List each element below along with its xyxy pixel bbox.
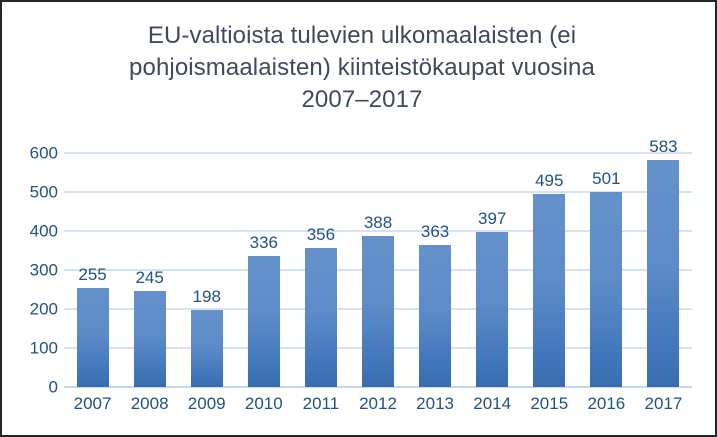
y-axis-tick-label: 600 (29, 143, 58, 163)
x-axis-tick-label: 2016 (587, 394, 626, 413)
bar-value-label: 336 (249, 232, 278, 252)
x-axis-tick-label: 2017 (644, 394, 683, 413)
bar[interactable] (304, 248, 337, 387)
axis-baseline (64, 386, 692, 388)
x-axis-tick-label: 2012 (359, 394, 397, 413)
x-axis-tick-label: 2007 (73, 394, 112, 413)
x-axis-tick-labels: 2007 2008 2009 2010 2011 2012 2013 2014 2015 2016… (64, 395, 692, 421)
bar[interactable] (590, 191, 623, 387)
bar[interactable] (133, 291, 166, 387)
y-axis-tick-label: 500 (29, 182, 58, 202)
bar-value-label: 397 (477, 209, 507, 229)
bar-value-label: 356 (306, 225, 336, 245)
bar[interactable] (647, 159, 680, 387)
y-axis-tick-label: 200 (29, 299, 58, 319)
chart-title: EU-valtioista tulevien ulkomaalaisten (e… (129, 22, 595, 113)
x-axis-tick-label: 2015 (530, 394, 569, 413)
x-axis-tick-label: 2010 (244, 394, 283, 413)
y-axis-tick-labels: 0 100 200 300 400 500 600 (2, 145, 58, 396)
y-axis-tick-label: 400 (29, 221, 58, 241)
bar[interactable] (362, 235, 394, 387)
y-axis-tick-label: 100 (29, 338, 58, 358)
x-axis-tick-label: 2014 (473, 394, 512, 413)
gridline (64, 230, 692, 232)
x-axis-tick-label: 2011 (302, 394, 340, 413)
bar[interactable] (76, 287, 109, 387)
bar-value-label: 388 (363, 212, 393, 232)
bar-value-label: 583 (649, 136, 678, 156)
bar[interactable] (419, 245, 452, 387)
bars-layer: 255 245 198 336 356 388 363 397 495 501 583 (64, 138, 692, 387)
bar-value-label: 363 (420, 222, 450, 242)
bar[interactable] (476, 232, 509, 387)
bar[interactable] (533, 193, 566, 387)
x-axis-tick-label: 2009 (187, 394, 226, 413)
bar-value-label: 245 (135, 268, 164, 288)
bar-value-label: 495 (535, 170, 564, 190)
y-axis-tick-label: 0 (48, 377, 58, 397)
bar-value-label: 501 (592, 168, 621, 188)
bar-value-label: 255 (78, 264, 107, 284)
y-axis-tick-label: 300 (29, 260, 58, 280)
bar[interactable] (190, 309, 223, 387)
bar-value-label: 198 (192, 286, 221, 306)
gridline (64, 152, 692, 154)
x-axis-tick-label: 2008 (130, 394, 169, 413)
bar[interactable] (247, 255, 280, 387)
x-axis-tick-label: 2013 (416, 394, 454, 413)
gridline (64, 191, 692, 193)
